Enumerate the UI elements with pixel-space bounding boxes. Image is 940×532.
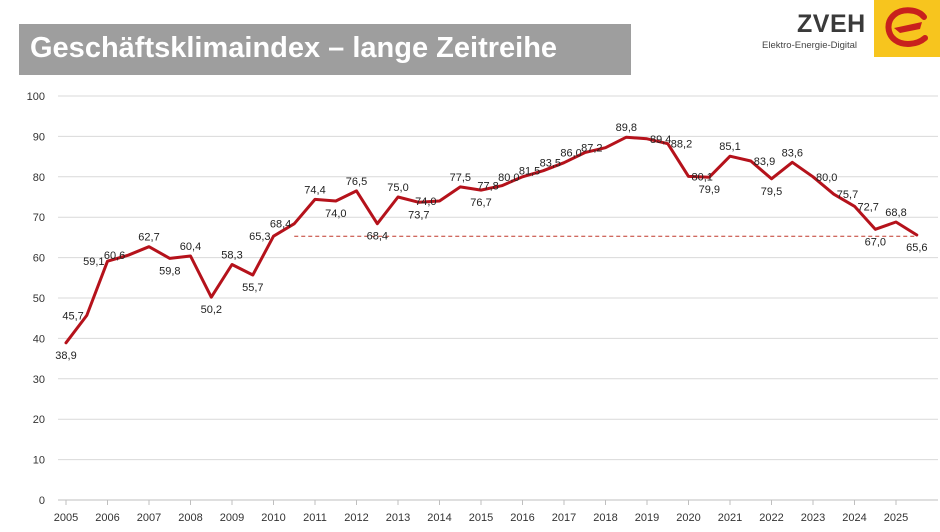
- x-tick-label: 2018: [593, 512, 617, 524]
- x-tick-label: 2015: [469, 512, 493, 524]
- data-label: 75,0: [387, 182, 408, 194]
- data-label: 68,8: [885, 207, 906, 219]
- y-tick-label: 50: [33, 293, 45, 305]
- data-label: 89,4: [650, 134, 671, 146]
- data-label: 65,6: [906, 242, 927, 254]
- y-tick-label: 70: [33, 212, 45, 224]
- data-label: 62,7: [138, 232, 159, 244]
- x-tick-label: 2023: [801, 512, 825, 524]
- data-label: 88,2: [671, 139, 692, 151]
- data-label: 59,1: [83, 256, 104, 268]
- brand-name: ZVEH: [797, 10, 866, 38]
- data-label: 67,0: [865, 236, 886, 248]
- x-tick-label: 2013: [386, 512, 410, 524]
- title-bar: Geschäftsklimaindex – lange Zeitreihe: [19, 24, 631, 75]
- series-line: [64, 135, 919, 345]
- data-label: 58,3: [221, 250, 242, 262]
- y-tick-label: 100: [27, 91, 45, 103]
- data-label: 50,2: [201, 304, 222, 316]
- axes: 0 10 20 30 40 50 60 70 80 90 100 2005 2006 2007 2008 20…: [27, 91, 938, 524]
- x-tick-label: 2020: [676, 512, 700, 524]
- data-label: 59,8: [159, 265, 180, 277]
- data-label: 73,7: [408, 209, 429, 221]
- data-label: 60,4: [180, 241, 201, 253]
- data-label: 74,0: [325, 208, 346, 220]
- y-tick-label: 60: [33, 253, 45, 265]
- x-tick-label: 2014: [427, 512, 451, 524]
- data-label: 86,0: [560, 148, 581, 160]
- data-label: 79,5: [761, 186, 782, 198]
- y-tick-label: 0: [39, 495, 45, 507]
- data-label: 60,6: [104, 250, 125, 262]
- data-label: 38,9: [55, 350, 76, 362]
- data-label: 87,2: [581, 143, 602, 155]
- data-label: 77,8: [477, 181, 498, 193]
- y-tick-label: 30: [33, 374, 45, 386]
- x-tick-label: 2008: [178, 512, 202, 524]
- data-labels: 38,9 45,7 59,1 60,6 62,7 59,860,4 50,2 58,3 55,7…: [55, 122, 927, 362]
- zveh-e-logo-icon: [874, 0, 940, 57]
- x-tick-label: 2017: [552, 512, 576, 524]
- y-tick-label: 80: [33, 172, 45, 184]
- data-label: 83,9: [754, 156, 775, 168]
- x-tick-label: 2005: [54, 512, 78, 524]
- x-tick-label: 2021: [718, 512, 742, 524]
- page-title: Geschäftsklimaindex – lange Zeitreihe: [30, 32, 558, 64]
- series-group: [64, 135, 919, 345]
- y-tick-label: 10: [33, 455, 45, 467]
- data-label: 75,7: [837, 189, 858, 201]
- data-label: 76,5: [346, 176, 367, 188]
- x-tick-label: 2006: [95, 512, 119, 524]
- brand-tagline: Elektro-Energie-Digital: [762, 40, 858, 51]
- data-label: 81,5: [519, 166, 540, 178]
- x-tick-label: 2025: [884, 512, 908, 524]
- data-label: 76,7: [470, 197, 491, 209]
- data-label: 83,6: [782, 147, 803, 159]
- data-label: 68,4: [270, 219, 291, 231]
- data-label: 55,7: [242, 282, 263, 294]
- data-label: 74,0: [415, 196, 436, 208]
- x-tick-label: 2016: [510, 512, 534, 524]
- grid-lines: [58, 95, 938, 501]
- data-label: 80,1: [692, 171, 713, 183]
- y-tick-label: 90: [33, 131, 45, 143]
- data-label: 85,1: [719, 141, 740, 153]
- data-label: 45,7: [62, 310, 83, 322]
- data-label: 80,0: [816, 172, 837, 184]
- x-tick-label: 2019: [635, 512, 659, 524]
- data-label: 79,9: [699, 184, 720, 196]
- data-label: 72,7: [858, 201, 879, 213]
- data-label: 77,5: [450, 172, 471, 184]
- x-tick-label: 2024: [842, 512, 866, 524]
- data-label: 83,5: [540, 158, 561, 170]
- x-tick-label: 2007: [137, 512, 161, 524]
- y-tick-label: 20: [33, 414, 45, 426]
- data-label: 68,4: [367, 231, 388, 243]
- x-tick-label: 2009: [220, 512, 244, 524]
- x-tick-label: 2011: [303, 512, 327, 524]
- data-label: 74,4: [304, 184, 325, 196]
- x-tick-label: 2010: [261, 512, 285, 524]
- data-label: 65,3: [249, 231, 270, 243]
- y-tick-label: 40: [33, 333, 45, 345]
- x-tick-label: 2012: [344, 512, 368, 524]
- x-tick-label: 2022: [759, 512, 783, 524]
- data-label: 80,0: [498, 172, 519, 184]
- data-label: 89,8: [616, 122, 637, 134]
